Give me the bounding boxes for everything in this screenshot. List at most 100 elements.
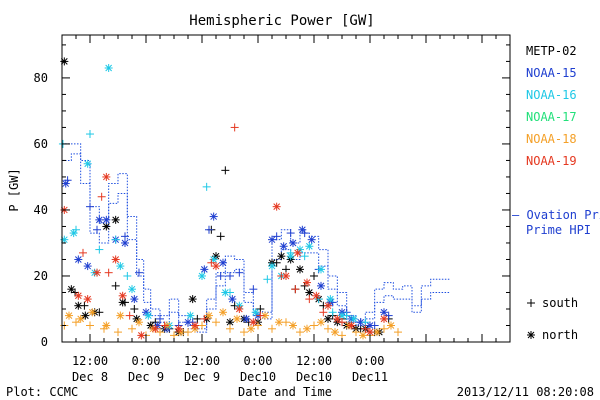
noaa-19-north-point bbox=[282, 271, 290, 280]
metp-02-south-point bbox=[130, 304, 139, 313]
noaa-15-north-point bbox=[121, 238, 129, 247]
noaa-16-south-point bbox=[111, 235, 120, 244]
noaa-18-south-point bbox=[198, 321, 206, 330]
marker-legend-south: south bbox=[542, 296, 578, 310]
noaa-18-north-point bbox=[247, 324, 255, 333]
noaa-18-north-point bbox=[65, 311, 73, 320]
noaa-15-north-point bbox=[219, 258, 227, 267]
noaa-15-north-point bbox=[95, 215, 104, 224]
noaa-19-north-point bbox=[93, 268, 101, 277]
x-tick-label-time: 0:00 bbox=[132, 354, 161, 368]
noaa-18-north-point bbox=[116, 311, 125, 320]
noaa-15-south-point bbox=[272, 232, 281, 241]
noaa-19-south-point bbox=[338, 318, 346, 327]
noaa-16-north-point bbox=[349, 314, 358, 323]
metp-02-south-point bbox=[221, 166, 230, 175]
noaa-18-south-point bbox=[86, 321, 94, 330]
noaa-19-north-point bbox=[235, 304, 244, 313]
noaa-15-south-point bbox=[135, 268, 143, 277]
metp-02-south-point bbox=[71, 288, 80, 297]
noaa-19-south-point bbox=[305, 295, 314, 304]
noaa-18-south-point bbox=[240, 328, 248, 337]
legend-noaa-16: NOAA-16 bbox=[526, 88, 577, 102]
noaa-16-north-point bbox=[144, 311, 153, 320]
noaa-19-south-point bbox=[230, 123, 239, 132]
metp-02-north-point bbox=[296, 265, 304, 274]
footer-plot-source: Plot: CCMC bbox=[6, 385, 78, 399]
noaa-18-south-point bbox=[296, 328, 304, 337]
noaa-18-north-point bbox=[135, 318, 143, 327]
plot-frame bbox=[61, 34, 511, 343]
noaa-16-north-point bbox=[104, 64, 113, 73]
noaa-19-south-point bbox=[361, 324, 370, 333]
satellite-markers bbox=[58, 57, 402, 340]
noaa-19-north-point bbox=[83, 295, 92, 304]
noaa-18-north-point bbox=[261, 311, 269, 320]
noaa-16-south-point bbox=[300, 252, 309, 261]
noaa-16-south-point bbox=[202, 182, 211, 191]
noaa-19-north-point bbox=[380, 314, 388, 323]
noaa-19-north-point bbox=[174, 324, 183, 333]
noaa-18-south-point bbox=[310, 321, 318, 330]
y-axis: 0 20 40 60 80 bbox=[34, 44, 510, 349]
noaa-16-south-point bbox=[123, 271, 132, 280]
noaa-19-north-point bbox=[118, 291, 127, 300]
noaa-19-south-point bbox=[79, 248, 87, 257]
noaa-15-north-point bbox=[61, 179, 70, 188]
metp-02-north-point bbox=[102, 222, 111, 231]
x-tick-label-time: 0:00 bbox=[356, 354, 385, 368]
noaa-16-north-point bbox=[116, 262, 125, 271]
marker-legend: south north bbox=[527, 296, 578, 342]
noaa-19-south-point bbox=[291, 285, 300, 294]
noaa-18-south-point bbox=[226, 324, 234, 333]
noaa-15-south-point bbox=[249, 285, 258, 294]
x-tick-label-time: 0:00 bbox=[244, 354, 273, 368]
noaa-19-north-point bbox=[312, 291, 321, 300]
ovation-legend-label: — Ovation Prime HPI bbox=[512, 208, 600, 222]
noaa-18-south-point bbox=[184, 328, 192, 337]
noaa-19-north-point bbox=[333, 314, 342, 323]
noaa-15-south-point bbox=[216, 271, 225, 280]
metp-02-north-point bbox=[277, 252, 286, 261]
x-tick-label-date: Dec10 bbox=[240, 370, 276, 384]
noaa-19-south-point bbox=[160, 321, 169, 330]
noaa-16-north-point bbox=[317, 265, 325, 274]
legend-noaa-15: NOAA-15 bbox=[526, 66, 577, 80]
chart-title: Hemispheric Power [GW] bbox=[189, 13, 374, 29]
noaa-15-south-point bbox=[156, 314, 164, 323]
noaa-16-north-point bbox=[286, 252, 295, 261]
noaa-19-north-point bbox=[102, 172, 111, 181]
marker-legend-star-icon bbox=[527, 331, 535, 339]
noaa-19-north-point bbox=[212, 262, 220, 271]
noaa-19-south-point bbox=[200, 314, 209, 323]
noaa-18-north-point bbox=[102, 321, 111, 330]
noaa-18-south-point bbox=[156, 328, 164, 337]
ovation-south-line bbox=[62, 143, 450, 330]
noaa-19-north-point bbox=[324, 301, 332, 310]
noaa-18-south-point bbox=[212, 318, 220, 327]
noaa-15-south-point bbox=[93, 225, 101, 234]
x-axis-label: Date and Time bbox=[238, 385, 332, 399]
noaa-19-north-point bbox=[293, 248, 302, 257]
metp-02-south-point bbox=[310, 271, 318, 280]
x-tick-label-date: Dec10 bbox=[296, 370, 332, 384]
noaa-19-north-point bbox=[137, 331, 146, 340]
footer-timestamp: 2013/12/11 08:20:08 bbox=[457, 385, 594, 399]
noaa-16-north-point bbox=[268, 262, 276, 271]
noaa-19-north-point bbox=[111, 255, 120, 264]
noaa-16-south-point bbox=[263, 275, 272, 284]
legend-noaa-18: NOAA-18 bbox=[526, 132, 577, 146]
marker-legend-plus-icon bbox=[527, 299, 535, 307]
noaa-18-north-point bbox=[88, 308, 97, 317]
metp-02-north-point bbox=[188, 295, 197, 304]
noaa-16-north-point bbox=[326, 295, 335, 304]
noaa-18-north-point bbox=[289, 321, 297, 330]
noaa-16-north-point bbox=[186, 311, 195, 320]
noaa-15-south-point bbox=[384, 311, 393, 320]
noaa-15-north-point bbox=[228, 295, 237, 304]
noaa-19-north-point bbox=[303, 278, 311, 287]
noaa-15-north-point bbox=[289, 238, 297, 247]
noaa-16-south-point bbox=[328, 308, 337, 317]
ovation-prime-hpi-lines bbox=[62, 143, 450, 333]
noaa-18-south-point bbox=[114, 328, 122, 337]
